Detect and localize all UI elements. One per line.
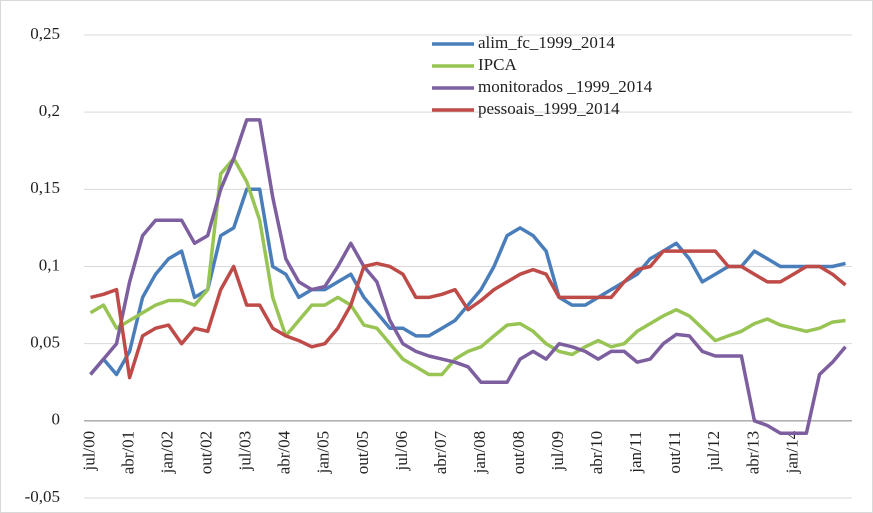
- x-tick-label: jan/02: [158, 431, 177, 475]
- y-tick-label: 0,25: [30, 24, 60, 43]
- legend-label: alim_fc_1999_2014: [478, 33, 615, 52]
- legend-label: pessoais_1999_2014: [478, 99, 620, 118]
- x-tick-label: abr/01: [118, 431, 137, 474]
- series-line: [89, 118, 847, 435]
- y-tick-label: 0,2: [39, 101, 60, 120]
- x-tick-label: jul/12: [704, 431, 723, 472]
- x-tick-label: abr/07: [431, 430, 450, 474]
- y-tick-label: 0,05: [30, 333, 60, 352]
- y-tick-label: 0,15: [30, 178, 60, 197]
- x-tick-label: out/05: [353, 431, 372, 474]
- x-tick-label: abr/13: [743, 431, 762, 474]
- x-tick-label: out/11: [665, 431, 684, 474]
- x-tick-label: out/02: [197, 431, 216, 474]
- legend-label: monitorados _1999_2014: [478, 77, 653, 96]
- series-line: [90, 249, 847, 380]
- x-tick-label: abr/10: [587, 431, 606, 474]
- series-line: [89, 156, 846, 377]
- x-tick-label: jan/11: [626, 431, 645, 474]
- series-line: [89, 187, 846, 377]
- x-tick-label: jul/03: [236, 431, 255, 472]
- x-tick-label: jul/00: [79, 431, 98, 472]
- y-tick-label: -0,05: [25, 487, 60, 506]
- legend-label: IPCA: [478, 55, 517, 74]
- x-tick-label: abr/04: [275, 430, 294, 474]
- x-tick-label: jan/08: [470, 431, 489, 475]
- x-tick-label: jul/06: [392, 431, 411, 472]
- y-tick-label: 0: [52, 410, 61, 429]
- x-tick-label: jan/14: [782, 430, 801, 474]
- y-tick-label: 0,1: [39, 255, 60, 274]
- x-tick-label: jan/05: [314, 431, 333, 475]
- x-tick-label: out/08: [509, 431, 528, 474]
- x-tick-label: jul/09: [548, 431, 567, 472]
